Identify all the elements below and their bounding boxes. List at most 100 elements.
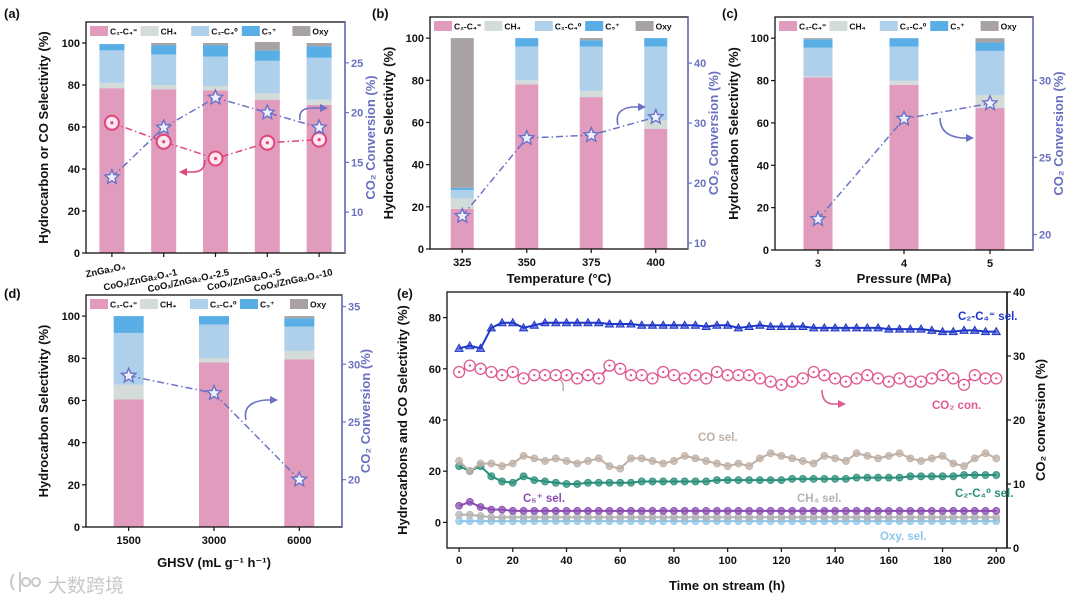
marker-circle xyxy=(992,506,1001,515)
panel-label: (d) xyxy=(4,286,21,301)
bar-oxy-coox-znga2o4-5 xyxy=(254,41,280,51)
y2-tick-label: 10 xyxy=(351,207,363,219)
panel-label: (c) xyxy=(722,6,738,21)
marker-circle xyxy=(927,506,936,515)
marker-circle xyxy=(680,451,689,460)
series-c2-c40-sel xyxy=(455,462,1001,488)
x-tick-label: 1500 xyxy=(116,535,140,547)
y-tick-label: 0 xyxy=(763,245,769,257)
marker-circle xyxy=(573,480,582,488)
y2-tick-label: 20 xyxy=(1039,230,1051,242)
x-tick-label: 40 xyxy=(560,555,572,567)
bar-ch4-325 xyxy=(450,198,474,209)
marker-dot xyxy=(597,377,600,380)
marker-circle xyxy=(659,513,668,522)
marker-circle xyxy=(798,474,807,483)
marker-circle xyxy=(455,510,463,519)
panel-label: (a) xyxy=(4,6,20,21)
axis-indicator-arrow-icon xyxy=(244,396,278,421)
marker-circle xyxy=(734,513,743,522)
x-tick-label: 5 xyxy=(987,258,993,270)
marker-circle xyxy=(605,462,614,470)
y-tick-label: 20 xyxy=(68,206,80,218)
legend-swatch-oxy xyxy=(635,21,654,31)
marker-circle xyxy=(917,457,925,465)
marker-circle xyxy=(519,451,528,460)
marker-circle xyxy=(648,457,657,465)
bar-c2-c4-1500 xyxy=(113,399,144,527)
marker-circle xyxy=(981,506,990,515)
axis-indicator-arrow-icon xyxy=(298,104,328,121)
bar-c2-c4-350 xyxy=(515,84,539,249)
marker-triangle xyxy=(593,317,604,327)
series-co2-con xyxy=(452,359,1003,391)
marker-circle xyxy=(530,476,539,485)
marker-circle xyxy=(605,513,614,522)
marker-circle xyxy=(476,512,485,520)
x-tick-label: 3000 xyxy=(202,535,226,547)
marker-circle xyxy=(949,459,958,468)
marker-triangle xyxy=(722,320,733,329)
legend: C₂-C₄⁼ CH₄ C₂-C₄⁰ C₅⁺ Oxy xyxy=(90,299,326,310)
marker-dot xyxy=(984,377,987,380)
marker-circle xyxy=(745,506,754,515)
bar-c2-c4-5 xyxy=(975,108,1005,250)
marker-dot xyxy=(855,377,858,380)
bar-c5-3000 xyxy=(199,316,229,325)
marker-dot xyxy=(704,377,708,380)
bar-c2-c40-3000 xyxy=(199,324,229,359)
bar-c2-c40-400 xyxy=(644,46,668,121)
marker-dot xyxy=(941,374,944,377)
marker-triangle xyxy=(540,317,550,327)
marker-triangle xyxy=(486,322,497,332)
bar-c2-c40-3 xyxy=(803,47,833,77)
bar-c2-c40-350 xyxy=(515,46,539,81)
marker-circle xyxy=(777,506,786,515)
series-label: C₂-C₄⁰ sel. xyxy=(955,488,1013,500)
bar-c5-znga2o4 xyxy=(99,44,125,51)
marker-circle xyxy=(874,454,882,463)
marker-triangle xyxy=(679,320,690,329)
y-tick-label: 60 xyxy=(429,364,441,376)
marker-circle xyxy=(541,457,549,465)
marker-circle xyxy=(465,510,474,519)
marker-circle xyxy=(874,506,882,515)
marker-co-selectivity-dot xyxy=(265,141,269,145)
marker-circle xyxy=(476,459,485,468)
marker-triangle xyxy=(980,326,991,336)
marker-circle xyxy=(798,457,807,465)
marker-co2-conversion-star-icon xyxy=(809,209,827,227)
marker-circle xyxy=(852,473,861,482)
y-tick-label: 80 xyxy=(68,353,80,365)
bar-c2-c40-5 xyxy=(975,50,1005,96)
legend-swatch-ch4 xyxy=(484,21,503,31)
y-axis-title: Hydrocarbon Selectivity (%) xyxy=(726,47,741,220)
marker-dot xyxy=(457,370,461,374)
marker-circle xyxy=(981,513,990,522)
marker-circle xyxy=(562,457,571,465)
marker-circle xyxy=(465,517,474,526)
marker-circle xyxy=(927,472,936,481)
y2-axis-title: CO₂ Conversion (%) xyxy=(358,349,373,473)
marker-circle xyxy=(852,513,861,522)
marker-co2-conversion-star-icon xyxy=(205,383,223,401)
marker-circle xyxy=(584,457,592,465)
marker-circle xyxy=(691,454,700,463)
bar-ch4-375 xyxy=(579,90,603,98)
y2-tick-label: 0 xyxy=(1013,543,1019,555)
legend-label: C₂-C₄⁼ xyxy=(110,27,137,37)
marker-circle xyxy=(788,454,797,463)
marker-circle xyxy=(777,476,786,485)
legend-label: C₂-C₄⁼ xyxy=(799,22,826,32)
marker-circle xyxy=(551,506,560,515)
legend: C₂-C₄⁼ CH₄ C₂-C₄⁰ C₅⁺ Oxy xyxy=(434,21,672,32)
legend-label: C₂-C₄⁼ xyxy=(454,22,481,32)
legend-swatch-c5 xyxy=(930,21,949,31)
marker-circle xyxy=(691,477,700,486)
marker-circle xyxy=(766,449,775,458)
bar-c2-c40-4 xyxy=(889,46,919,81)
legend-swatch-ch4 xyxy=(829,21,848,31)
marker-triangle xyxy=(765,321,776,331)
marker-dot xyxy=(726,374,729,377)
